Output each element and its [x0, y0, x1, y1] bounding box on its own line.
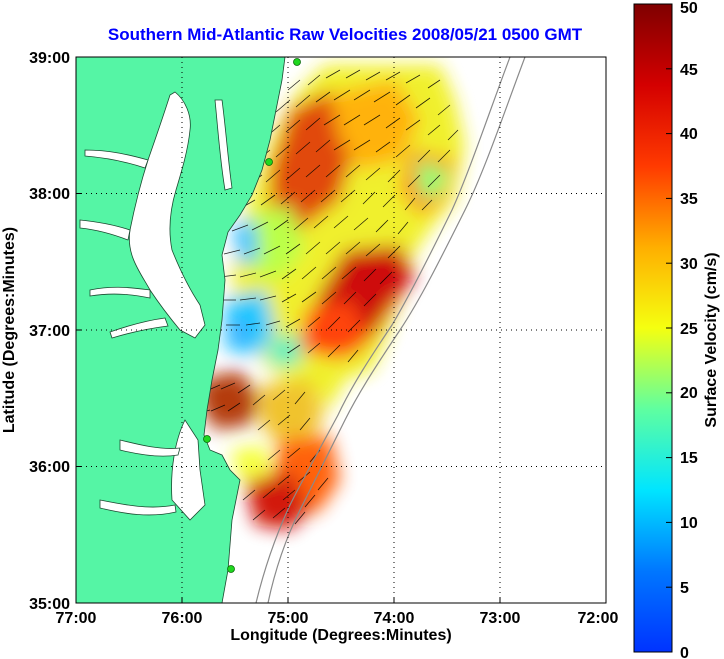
- colorbar-label: Surface Velocity (cm/s): [703, 252, 720, 427]
- colorbar-tick-label: 20: [680, 385, 698, 402]
- axis-ticks: [75, 56, 607, 604]
- colorbar-tick-label: 30: [680, 256, 698, 273]
- y-tick-label: 37:00: [29, 323, 70, 340]
- grid: [76, 57, 606, 603]
- y-tick-label: 38:00: [29, 186, 70, 203]
- colorbar-tick-label: 50: [680, 0, 698, 17]
- x-tick-label: 76:00: [162, 610, 203, 627]
- x-tick-labels: 77:00 76:00 75:00 74:00 73:00 72:00: [56, 610, 619, 627]
- colorbar-gradient: [633, 3, 673, 653]
- colorbar-tick-label: 15: [680, 450, 698, 467]
- chesapeake-bay: [79, 91, 233, 521]
- y-axis-label: Latitude (Degrees:Minutes): [1, 227, 18, 433]
- y-tick-label: 35:00: [29, 596, 70, 613]
- colorbar-tick-label: 25: [680, 321, 698, 338]
- y-tick-label: 39:00: [29, 50, 70, 67]
- colorbar-tick-label: 40: [680, 126, 698, 143]
- radar-stations: [203, 58, 301, 573]
- x-tick-label: 73:00: [480, 610, 521, 627]
- colorbar-tick-label: 35: [680, 191, 698, 208]
- velocity-field: [190, 65, 465, 530]
- colorbar-ticks: [666, 3, 672, 653]
- y-tick-labels: 35:00 36:00 37:00 38:00 39:00: [29, 50, 70, 613]
- x-tick-label: 74:00: [374, 610, 415, 627]
- x-tick-label: 72:00: [578, 610, 619, 627]
- colorbar-tick-label: 0: [680, 645, 689, 659]
- x-axis-label: Longitude (Degrees:Minutes): [230, 627, 451, 644]
- colorbar-tick-label: 10: [680, 515, 698, 532]
- colorbar-tick-labels: 0 5 10 15 20 25 30 35 40 45 50: [680, 0, 698, 659]
- velocity-arrows: [190, 69, 459, 525]
- colorbar-tick-label: 45: [680, 62, 698, 79]
- x-tick-label: 77:00: [56, 610, 97, 627]
- x-tick-label: 75:00: [268, 610, 309, 627]
- map-title: Southern Mid-Atlantic Raw Velocities 200…: [108, 25, 583, 44]
- colorbar: 0 5 10 15 20 25 30 35 40 45 50 Surface V…: [633, 0, 720, 659]
- colorbar-tick-label: 5: [680, 580, 689, 597]
- bathymetry-contours: [255, 57, 526, 603]
- plot-area: [76, 57, 606, 603]
- y-tick-label: 36:00: [29, 459, 70, 476]
